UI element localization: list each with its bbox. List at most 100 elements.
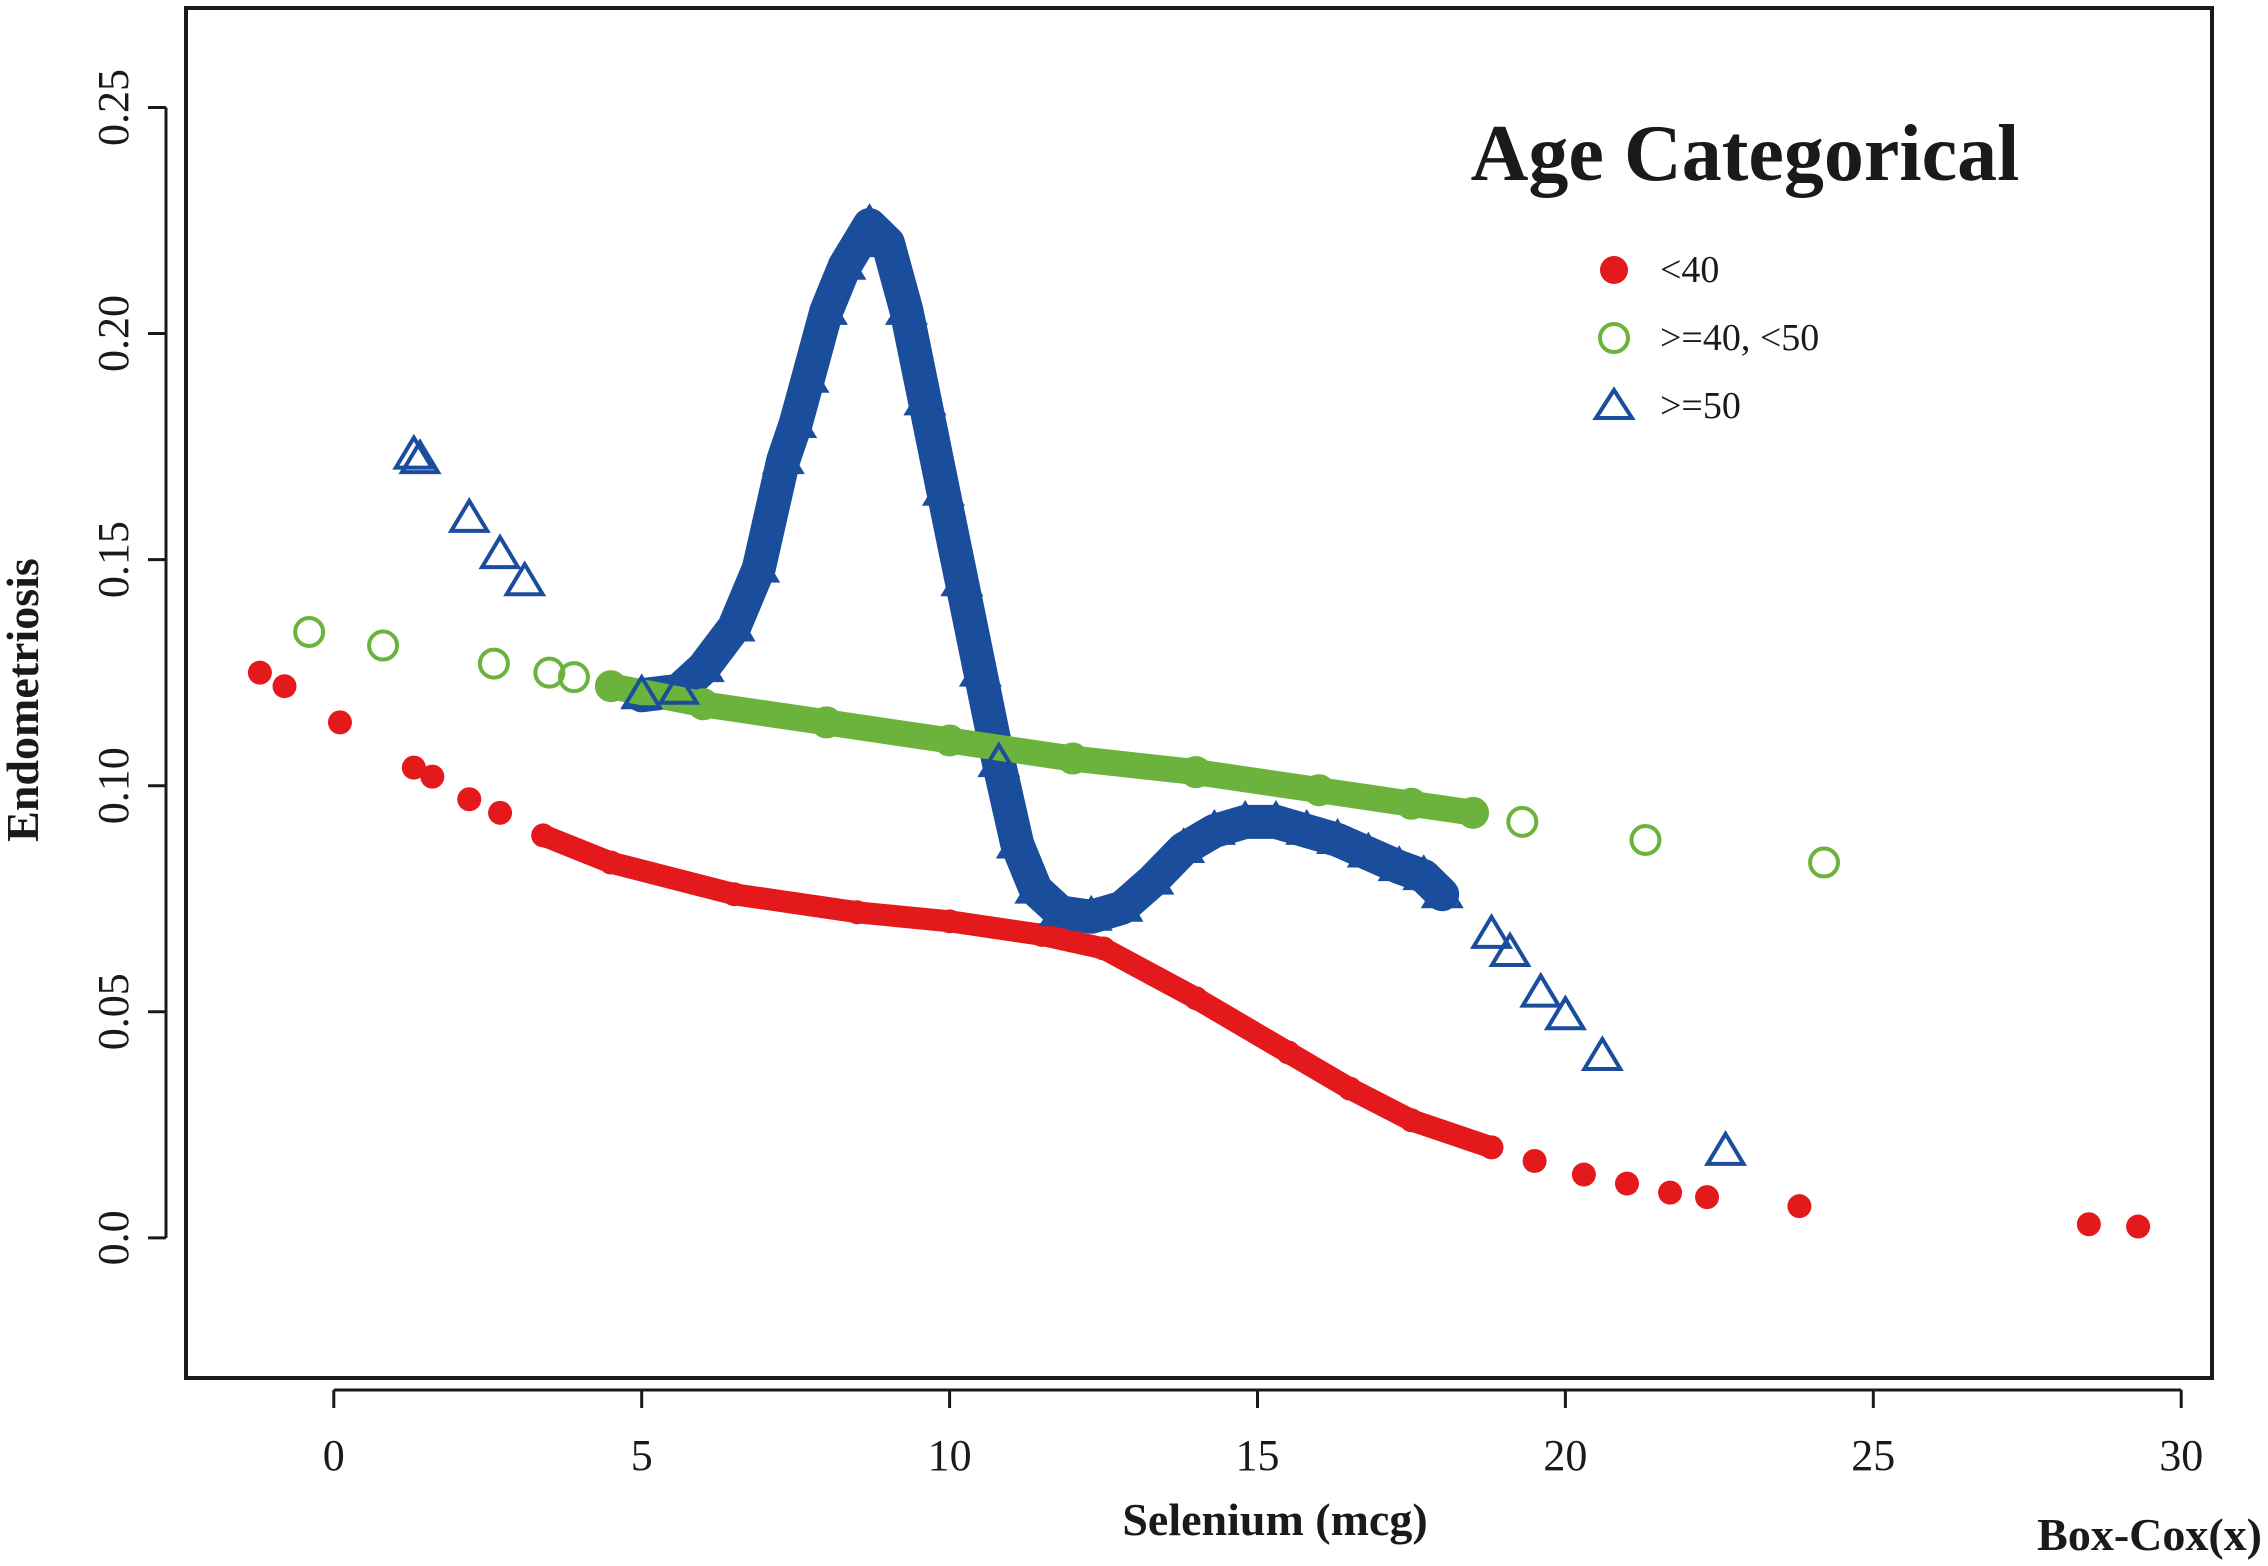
point-ge50: [848, 203, 892, 240]
point-ge50: [392, 433, 436, 470]
series-mid-dense-curve: [597, 673, 1486, 826]
legend-label-lt40: <40: [1660, 249, 1719, 291]
point-lt40: [247, 660, 272, 685]
y-tick-label: 0.20: [89, 295, 138, 372]
point-ge50: [977, 741, 1021, 778]
point-ge50: [1580, 1035, 1624, 1071]
chart-marks: [247, 203, 2151, 1239]
point-ge50: [1488, 931, 1532, 967]
point-ge50: [712, 605, 756, 642]
point-lt40: [272, 674, 297, 699]
point-ge50: [1703, 1130, 1748, 1166]
point-mid: [1395, 787, 1428, 820]
point-ge50: [1519, 971, 1563, 1008]
point-mid: [1808, 846, 1841, 879]
point-ge50: [1100, 885, 1144, 922]
point-lt40: [420, 764, 445, 789]
point-mid: [367, 629, 400, 662]
point-mid: [810, 706, 843, 739]
series-ge50-dense-curve: [624, 208, 1460, 934]
legend-title: Age Categorical: [1471, 110, 2020, 198]
y-tick-label: 0.25: [89, 69, 138, 146]
point-mid: [1506, 805, 1539, 838]
point-lt40: [2076, 1212, 2101, 1237]
point-ge50: [804, 289, 848, 325]
point-lt40: [488, 800, 513, 825]
point-lt40: [327, 710, 352, 735]
point-ge50: [1346, 831, 1390, 868]
point-mid: [557, 661, 590, 694]
point-ge50: [1316, 818, 1360, 854]
point-lt40: [2126, 1214, 2151, 1239]
point-ge50: [737, 546, 781, 583]
point-lt40: [1571, 1162, 1596, 1187]
point-mid: [533, 656, 566, 689]
point-lt40: [1399, 1108, 1424, 1133]
point-mid: [1056, 742, 1089, 775]
legend-marker-mid: [1598, 322, 1630, 354]
point-ge50: [786, 356, 830, 393]
point-ge50: [866, 221, 910, 258]
point-ge50: [447, 497, 491, 533]
point-mid: [1457, 796, 1490, 829]
point-lt40: [1614, 1171, 1639, 1196]
x-tick-label: 30: [2159, 1431, 2203, 1480]
x-tick-label: 10: [928, 1431, 972, 1480]
point-ge50: [1162, 827, 1206, 863]
x-axis-title: Selenium (mcg): [1122, 1494, 1427, 1545]
point-lt40: [1029, 922, 1054, 947]
point-lt40: [1658, 1180, 1683, 1205]
point-ge50: [1192, 809, 1236, 845]
point-ge50: [823, 243, 867, 280]
legend-label-mid: >=40, <50: [1660, 317, 1819, 359]
point-ge50: [620, 673, 664, 710]
point-mid: [477, 647, 510, 680]
legend: Age Categorical <40 >=40, <50 >=50: [1471, 110, 2020, 427]
point-lt40: [598, 850, 623, 875]
point-mid: [1179, 756, 1212, 789]
x-tick-label: 0: [323, 1431, 345, 1480]
x-tick-label: 5: [631, 1431, 653, 1480]
y-axis-title: Endometriosis: [0, 558, 48, 842]
point-ge50: [1254, 799, 1298, 836]
point-lt40: [722, 882, 747, 907]
dense-curve-band: [597, 673, 1486, 826]
point-lt40: [457, 787, 482, 812]
x-tick-label: 20: [1543, 1431, 1587, 1480]
point-ge50: [884, 289, 929, 325]
point-ge50: [940, 560, 984, 597]
y-tick-label: 0.05: [89, 973, 138, 1050]
point-ge50: [1285, 809, 1329, 845]
x-axis: 0 5 10 15 20 25 30: [323, 1388, 2203, 1480]
y-tick-label: 0.0: [89, 1210, 138, 1265]
corner-label: Box-Cox(x): [2037, 1509, 2262, 1560]
plot-frame: [184, 6, 2214, 1380]
point-ge50: [1402, 854, 1446, 891]
dense-curve-band: [624, 208, 1460, 934]
point-lt40: [845, 900, 870, 925]
point-lt40: [1276, 1040, 1301, 1065]
point-lt40: [401, 755, 426, 780]
point-lt40: [937, 909, 962, 934]
point-ge50: [1377, 845, 1421, 882]
point-ge50: [1543, 994, 1587, 1031]
point-ge50: [958, 650, 1002, 687]
point-mid: [1629, 823, 1662, 856]
point-mid: [1303, 774, 1336, 807]
point-ge50: [1131, 858, 1175, 895]
legend-label-ge50: >=50: [1660, 385, 1741, 427]
point-lt40: [1787, 1194, 1812, 1219]
point-ge50: [761, 438, 805, 475]
point-ge50: [657, 668, 701, 705]
point-ge50: [774, 402, 818, 438]
point-ge50: [1014, 867, 1058, 904]
point-mid: [293, 615, 326, 648]
point-ge50: [1469, 913, 1514, 949]
point-mid: [594, 670, 627, 703]
point-lt40: [1337, 1076, 1362, 1101]
point-ge50: [1069, 894, 1113, 931]
point-ge50: [398, 438, 442, 475]
y-tick-label: 0.15: [89, 521, 138, 598]
point-lt40: [1522, 1148, 1547, 1173]
